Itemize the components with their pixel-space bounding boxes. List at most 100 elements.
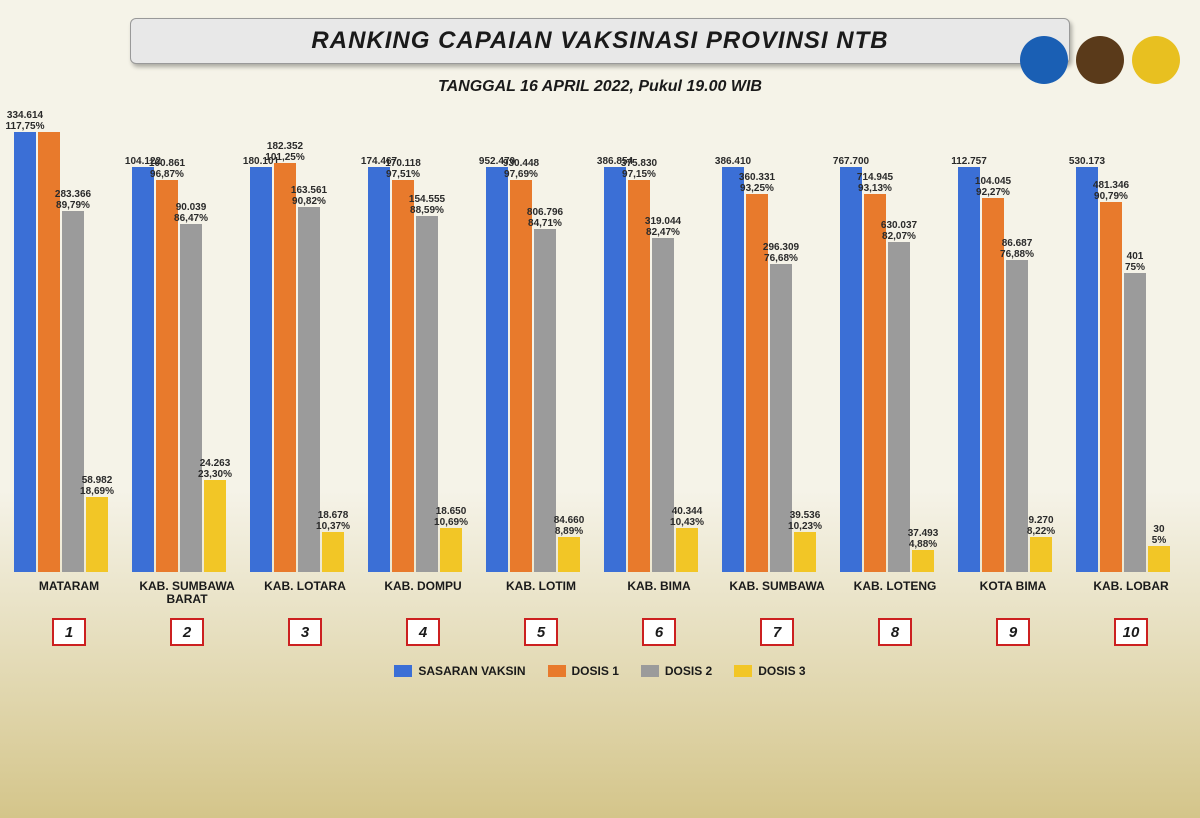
bar-sasaran: 180.101 [250, 167, 272, 572]
bar-dosis1: 714.94593,13% [864, 194, 886, 572]
bar-dosis1: 375.83097,15% [628, 180, 650, 572]
legend-item: DOSIS 2 [641, 664, 712, 678]
rank-badge: 10 [1114, 618, 1148, 646]
bar-dosis3: 37.4934,88% [912, 550, 934, 572]
bar-value-label: 767.700 [833, 156, 869, 167]
bar-sasaran: 386.410 [722, 167, 744, 572]
logo-row [1020, 36, 1180, 84]
vaccination-bar-chart: 334.614117,75%283.36689,79%58.98218,69%M… [10, 116, 1190, 646]
rank-badge: 7 [760, 618, 794, 646]
bar-value-label: 360.33193,25% [739, 172, 775, 194]
bar-value-label: 37.4934,88% [908, 528, 939, 550]
bar-value-label: 296.30976,68% [763, 242, 799, 264]
legend-label: DOSIS 3 [758, 664, 805, 678]
bar-value-label: 283.36689,79% [55, 189, 91, 211]
rank-badge: 1 [52, 618, 86, 646]
rank-badge: 5 [524, 618, 558, 646]
bar-sasaran: 767.700 [840, 167, 862, 572]
bar-dosis2: 806.79684,71% [534, 229, 556, 572]
bar-value-label: 481.34690,79% [1093, 180, 1129, 202]
bar-dosis2: 630.03782,07% [888, 242, 910, 572]
bar-value-label: 90.03986,47% [174, 202, 208, 224]
bar-sasaran: 174.467 [368, 167, 390, 572]
bar-value-label: 375.83097,15% [621, 158, 657, 180]
bar-value-label: 39.53610,23% [788, 510, 822, 532]
bar-dosis1: 100.86196,87% [156, 180, 178, 572]
bar-dosis1: 182.352101,25% [274, 163, 296, 572]
legend-label: SASARAN VAKSIN [418, 664, 525, 678]
bar-dosis1: 930.44897,69% [510, 180, 532, 572]
bar-dosis2: 90.03986,47% [180, 224, 202, 572]
category-label: KAB. SUMBAWA [718, 580, 836, 614]
category-label: KAB. LOBAR [1072, 580, 1190, 614]
category-label: KAB. DOMPU [364, 580, 482, 614]
rank-badge: 2 [170, 618, 204, 646]
rank-badge: 4 [406, 618, 440, 646]
bar-dosis3: 58.98218,69% [86, 497, 108, 572]
legend-label: DOSIS 1 [572, 664, 619, 678]
category-label: KAB. BIMA [600, 580, 718, 614]
legend-label: DOSIS 2 [665, 664, 712, 678]
rank-badge: 8 [878, 618, 912, 646]
bar-sasaran: 952.470 [486, 167, 508, 572]
bar-value-label: 40.34410,43% [670, 506, 704, 528]
bar-dosis3: 9.2708,22% [1030, 537, 1052, 572]
legend-swatch [641, 665, 659, 677]
bar-value-label: 163.56190,82% [291, 185, 327, 207]
legend-item: DOSIS 1 [548, 664, 619, 678]
chart-group: 952.470930.44897,69%806.79684,71%84.6608… [482, 132, 600, 646]
bar-dosis3: 18.67810,37% [322, 532, 344, 572]
bar-value-label: 170.11897,51% [385, 158, 421, 180]
legend-item: SASARAN VAKSIN [394, 664, 525, 678]
category-label: KAB. LOTARA [246, 580, 364, 614]
bar-value-label: 386.410 [715, 156, 751, 167]
chart-group: 530.173481.34690,79%40175%305%KAB. LOBAR… [1072, 132, 1190, 646]
chart-group: 767.700714.94593,13%630.03782,07%37.4934… [836, 132, 954, 646]
bar-dosis3: 40.34410,43% [676, 528, 698, 572]
category-label: MATARAM [10, 580, 128, 614]
bar-dosis3: 18.65010,69% [440, 528, 462, 572]
page-title: RANKING CAPAIAN VAKSINASI PROVINSI NTB [130, 18, 1070, 64]
rank-badge: 3 [288, 618, 322, 646]
bar-value-label: 930.44897,69% [503, 158, 539, 180]
bar-value-label: 334.614117,75% [6, 110, 45, 132]
bar-sasaran: 386.854 [604, 167, 626, 572]
bar-value-label: 40175% [1125, 251, 1145, 273]
bar-value-label: 182.352101,25% [265, 141, 304, 163]
chart-group: 386.854375.83097,15%319.04482,47%40.3441… [600, 132, 718, 646]
bar-value-label: 104.04592,27% [975, 176, 1011, 198]
logo-emblem [1132, 36, 1180, 84]
bar-value-label: 305% [1152, 524, 1166, 546]
bar-value-label: 154.55588,59% [409, 194, 445, 216]
legend-swatch [394, 665, 412, 677]
bar-sasaran: 112.757 [958, 167, 980, 572]
category-label: KAB. LOTIM [482, 580, 600, 614]
bar-dosis1: 481.34690,79% [1100, 202, 1122, 572]
bar-value-label: 112.757 [951, 156, 987, 167]
bar-value-label: 84.6608,89% [554, 515, 585, 537]
bar-value-label: 714.94593,13% [857, 172, 893, 194]
chart-group: 334.614117,75%283.36689,79%58.98218,69%M… [10, 132, 128, 646]
bar-dosis2: 40175% [1124, 273, 1146, 572]
bar-sasaran: 104.122 [132, 167, 154, 572]
bar-sasaran: 530.173 [1076, 167, 1098, 572]
bar-dosis3: 24.26323,30% [204, 480, 226, 572]
chart-group: 174.467170.11897,51% 154.55588,59% 18.6501… [364, 132, 482, 646]
bar-value-label: 18.67810,37% [316, 510, 350, 532]
rank-badge: 9 [996, 618, 1030, 646]
bar-dosis2: 86.68776,88% [1006, 260, 1028, 572]
bar-value-label: 100.86196,87% [149, 158, 185, 180]
legend-swatch [548, 665, 566, 677]
bar-dosis3: 305% [1148, 546, 1170, 572]
bar-dosis3: 84.6608,89% [558, 537, 580, 572]
bar-dosis3: 39.53610,23% [794, 532, 816, 572]
chart-group: 180.101182.352101,25%163.56190,82%18.678… [246, 132, 364, 646]
bar-value-label: 86.68776,88% [1000, 238, 1034, 260]
chart-group: 112.757104.04592,27%86.68776,88%9.2708,2… [954, 132, 1072, 646]
chart-group: 386.410360.33193,25%296.30976,68%39.5361… [718, 132, 836, 646]
category-label: KAB. LOTENG [836, 580, 954, 614]
bar-value-label: 806.79684,71% [527, 207, 563, 229]
logo-polda [1076, 36, 1124, 84]
bar-value-label: 319.04482,47% [645, 216, 681, 238]
legend-item: DOSIS 3 [734, 664, 805, 678]
